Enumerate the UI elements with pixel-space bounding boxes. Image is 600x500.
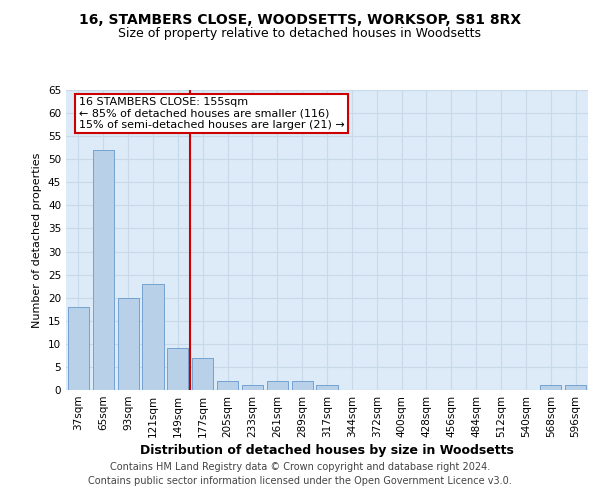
Bar bbox=[316, 386, 338, 390]
Y-axis label: Number of detached properties: Number of detached properties bbox=[32, 152, 43, 328]
Bar bbox=[217, 381, 238, 390]
Bar bbox=[242, 386, 263, 390]
Bar bbox=[565, 386, 586, 390]
Text: Size of property relative to detached houses in Woodsetts: Size of property relative to detached ho… bbox=[119, 28, 482, 40]
Bar bbox=[118, 298, 139, 390]
Text: 16 STAMBERS CLOSE: 155sqm
← 85% of detached houses are smaller (116)
15% of semi: 16 STAMBERS CLOSE: 155sqm ← 85% of detac… bbox=[79, 97, 344, 130]
Bar bbox=[68, 307, 89, 390]
Bar bbox=[192, 358, 213, 390]
Text: Contains HM Land Registry data © Crown copyright and database right 2024.: Contains HM Land Registry data © Crown c… bbox=[110, 462, 490, 472]
Bar bbox=[142, 284, 164, 390]
Text: Contains public sector information licensed under the Open Government Licence v3: Contains public sector information licen… bbox=[88, 476, 512, 486]
Bar bbox=[267, 381, 288, 390]
Text: 16, STAMBERS CLOSE, WOODSETTS, WORKSOP, S81 8RX: 16, STAMBERS CLOSE, WOODSETTS, WORKSOP, … bbox=[79, 12, 521, 26]
Bar bbox=[167, 348, 188, 390]
X-axis label: Distribution of detached houses by size in Woodsetts: Distribution of detached houses by size … bbox=[140, 444, 514, 457]
Bar bbox=[292, 381, 313, 390]
Bar bbox=[540, 386, 561, 390]
Bar bbox=[93, 150, 114, 390]
